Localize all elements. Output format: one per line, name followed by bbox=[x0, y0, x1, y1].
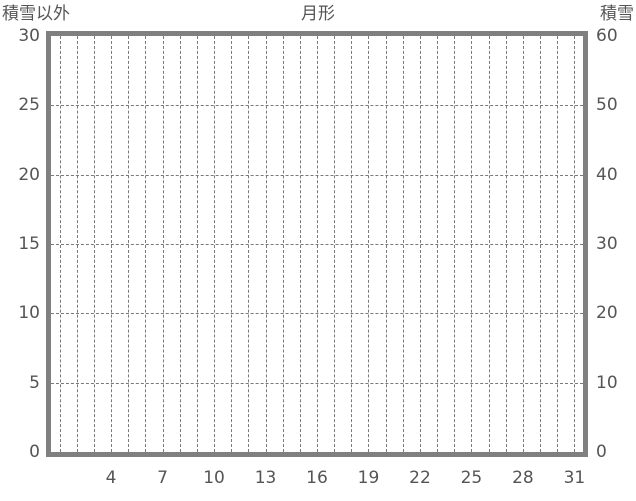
right-axis-tick-label: 20 bbox=[596, 303, 618, 324]
gridline-horizontal bbox=[51, 105, 583, 107]
left-axis-tick-label: 0 bbox=[29, 442, 40, 462]
plot-area bbox=[51, 36, 583, 452]
plot-frame bbox=[46, 31, 588, 457]
left-axis-ticks: 0 5 10 15 20 25 30 bbox=[0, 0, 40, 501]
x-axis-tick-label: 10 bbox=[203, 468, 225, 488]
right-axis-tick-label: 60 bbox=[596, 26, 618, 46]
right-axis-tick-label: 50 bbox=[596, 95, 618, 116]
x-axis-tick-label: 4 bbox=[105, 468, 117, 488]
left-axis-tick-label: 5 bbox=[29, 372, 40, 393]
left-axis-tick-label: 15 bbox=[18, 234, 40, 254]
x-axis-tick-label: 31 bbox=[563, 468, 586, 488]
left-axis-title: 積雪以外 bbox=[2, 4, 70, 24]
gridline-horizontal bbox=[51, 313, 583, 315]
x-axis-tick-label: 19 bbox=[357, 468, 380, 488]
left-axis-tick-label: 10 bbox=[18, 303, 40, 324]
gridline-horizontal bbox=[51, 174, 583, 176]
x-axis-tick-label: 7 bbox=[157, 468, 168, 488]
x-axis-tick-label: 16 bbox=[306, 468, 328, 488]
right-axis-title: 積雪 bbox=[600, 4, 634, 24]
x-axis-tick-label: 22 bbox=[409, 468, 431, 488]
gridline-horizontal bbox=[51, 382, 583, 384]
right-axis-ticks: 0 10 20 30 40 50 60 bbox=[596, 0, 636, 501]
left-axis-tick-label: 30 bbox=[18, 26, 40, 46]
right-axis-tick-label: 10 bbox=[596, 372, 618, 393]
right-axis-tick-label: 30 bbox=[596, 234, 618, 254]
x-axis-tick-label: 25 bbox=[460, 468, 483, 488]
x-axis-tick-label: 13 bbox=[254, 468, 277, 488]
x-axis-tick-label: 28 bbox=[512, 468, 534, 488]
chart-title: 月形 bbox=[301, 4, 335, 24]
left-axis-tick-label: 25 bbox=[18, 95, 40, 116]
right-axis-tick-label: 0 bbox=[596, 442, 607, 462]
left-axis-tick-label: 20 bbox=[18, 164, 40, 185]
right-axis-tick-label: 40 bbox=[596, 164, 618, 185]
gridline-horizontal bbox=[51, 244, 583, 245]
